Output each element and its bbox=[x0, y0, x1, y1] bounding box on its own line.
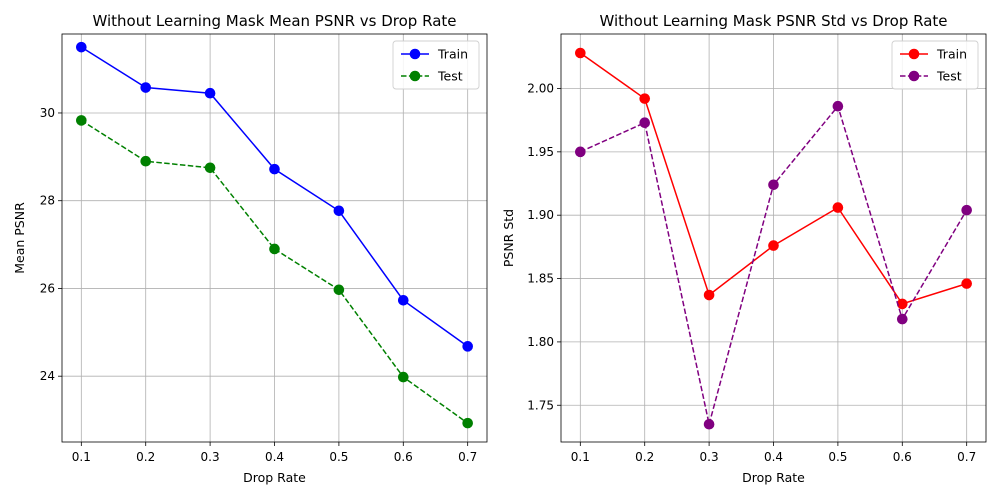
chart-1-y-axis-label: Mean PSNR bbox=[12, 202, 27, 274]
chart-2-title: Without Learning Mask PSNR Std vs Drop R… bbox=[599, 12, 947, 30]
chart-panel-1: 0.1 0.2 0.3 0.4 0.5 0.6 0.7 24 26 28 30 Without Lea… bbox=[12, 12, 488, 485]
chart-1-y-tick-label: 26 bbox=[40, 281, 55, 295]
chart-2-x-tick-label: 0.4 bbox=[764, 450, 783, 464]
chart-2-y-tick-label: 1.75 bbox=[527, 398, 554, 412]
chart-1-legend-label-train: Train bbox=[437, 47, 468, 62]
chart-2-y-tick-label: 2.00 bbox=[527, 81, 554, 95]
chart-1-x-tick-label: 0.1 bbox=[72, 450, 91, 464]
chart-1-train-point bbox=[140, 82, 152, 93]
chart-1-test-point bbox=[333, 284, 345, 296]
chart-1-test-point bbox=[76, 115, 87, 126]
chart-2-test-point bbox=[896, 313, 908, 325]
chart-2-train-point bbox=[575, 47, 586, 59]
chart-1-test-point bbox=[140, 155, 152, 167]
chart-2-y-tick-label: 1.90 bbox=[527, 208, 554, 222]
chart-2-legend-label-test: Test bbox=[936, 69, 962, 84]
chart-1-x-axis-label: Drop Rate bbox=[243, 470, 306, 485]
chart-1-test-point bbox=[462, 417, 473, 429]
chart-2-x-tick-label: 0.6 bbox=[893, 450, 912, 464]
chart-1-x-tick-label: 0.3 bbox=[201, 450, 220, 464]
chart-2-legend-marker-test bbox=[908, 70, 920, 82]
chart-2-test-point bbox=[575, 146, 586, 158]
chart-2-x-tick-label: 0.5 bbox=[828, 450, 847, 464]
chart-2-train-point bbox=[768, 240, 779, 251]
chart-1-y-tick-label: 30 bbox=[40, 106, 55, 120]
chart-2-test-point bbox=[961, 204, 972, 216]
chart-1-train-point bbox=[462, 341, 473, 352]
chart-2-y-tick-label: 1.95 bbox=[527, 145, 554, 159]
chart-2-x-tick-label: 0.1 bbox=[571, 450, 590, 464]
chart-2-axes-frame bbox=[560, 33, 987, 443]
chart-1-x-tick-label: 0.2 bbox=[136, 450, 155, 464]
chart-1-title: Without Learning Mask Mean PSNR vs Drop … bbox=[92, 12, 456, 30]
chart-2-test-point bbox=[703, 418, 715, 430]
chart-2-test-point bbox=[832, 100, 844, 112]
chart-2-train-point bbox=[639, 93, 651, 104]
chart-1-train-point bbox=[333, 205, 345, 217]
chart-1-x-tick-label: 0.5 bbox=[329, 450, 348, 464]
chart-1-test-point bbox=[269, 243, 280, 255]
chart-1-legend-marker-test bbox=[409, 70, 421, 82]
chart-1-x-tick-label: 0.4 bbox=[265, 450, 284, 464]
chart-2-y-tick-label: 1.85 bbox=[527, 272, 554, 286]
chart-2-test-point bbox=[768, 179, 779, 191]
chart-2-x-tick-label: 0.2 bbox=[635, 450, 654, 464]
chart-1-y-tick-label: 24 bbox=[40, 369, 55, 383]
chart-1-test-point bbox=[204, 162, 216, 174]
chart-panel-2: 0.1 0.2 0.3 0.4 0.5 0.6 0.7 1.75 1.80 1.85 1.90 1.9… bbox=[501, 12, 987, 485]
chart-1-train-point bbox=[397, 294, 409, 306]
chart-1-x-tick-label: 0.6 bbox=[394, 450, 413, 464]
chart-1-legend-label-test: Test bbox=[437, 69, 463, 84]
chart-2-legend-label-train: Train bbox=[936, 47, 967, 62]
chart-1-train-point bbox=[76, 41, 87, 53]
chart-1-test-point bbox=[397, 371, 409, 383]
chart-2-x-axis-label: Drop Rate bbox=[742, 470, 805, 485]
chart-2-train-point bbox=[896, 298, 908, 310]
chart-1-x-tick-label: 0.7 bbox=[458, 450, 477, 464]
chart-2-legend-marker-train bbox=[908, 48, 920, 60]
chart-1-legend-marker-train bbox=[409, 48, 421, 60]
chart-2-x-tick-label: 0.3 bbox=[700, 450, 719, 464]
chart-2-x-tick-label: 0.7 bbox=[957, 450, 976, 464]
chart-2-y-axis-label: PSNR Std bbox=[501, 209, 516, 267]
chart-2-test-point bbox=[639, 117, 651, 128]
chart-2-train-point bbox=[832, 202, 844, 213]
chart-1-train-point bbox=[269, 163, 280, 175]
chart-1-train-point bbox=[204, 87, 216, 99]
chart-2-train-point bbox=[703, 289, 715, 301]
chart-1-y-tick-label: 28 bbox=[40, 194, 55, 208]
chart-1-axes-frame bbox=[61, 33, 488, 443]
chart-2-train-point bbox=[961, 278, 972, 289]
chart-2-y-tick-label: 1.80 bbox=[527, 335, 554, 349]
chart-1-legend: Train Test bbox=[392, 40, 480, 90]
chart-2-legend: Train Test bbox=[891, 40, 979, 90]
